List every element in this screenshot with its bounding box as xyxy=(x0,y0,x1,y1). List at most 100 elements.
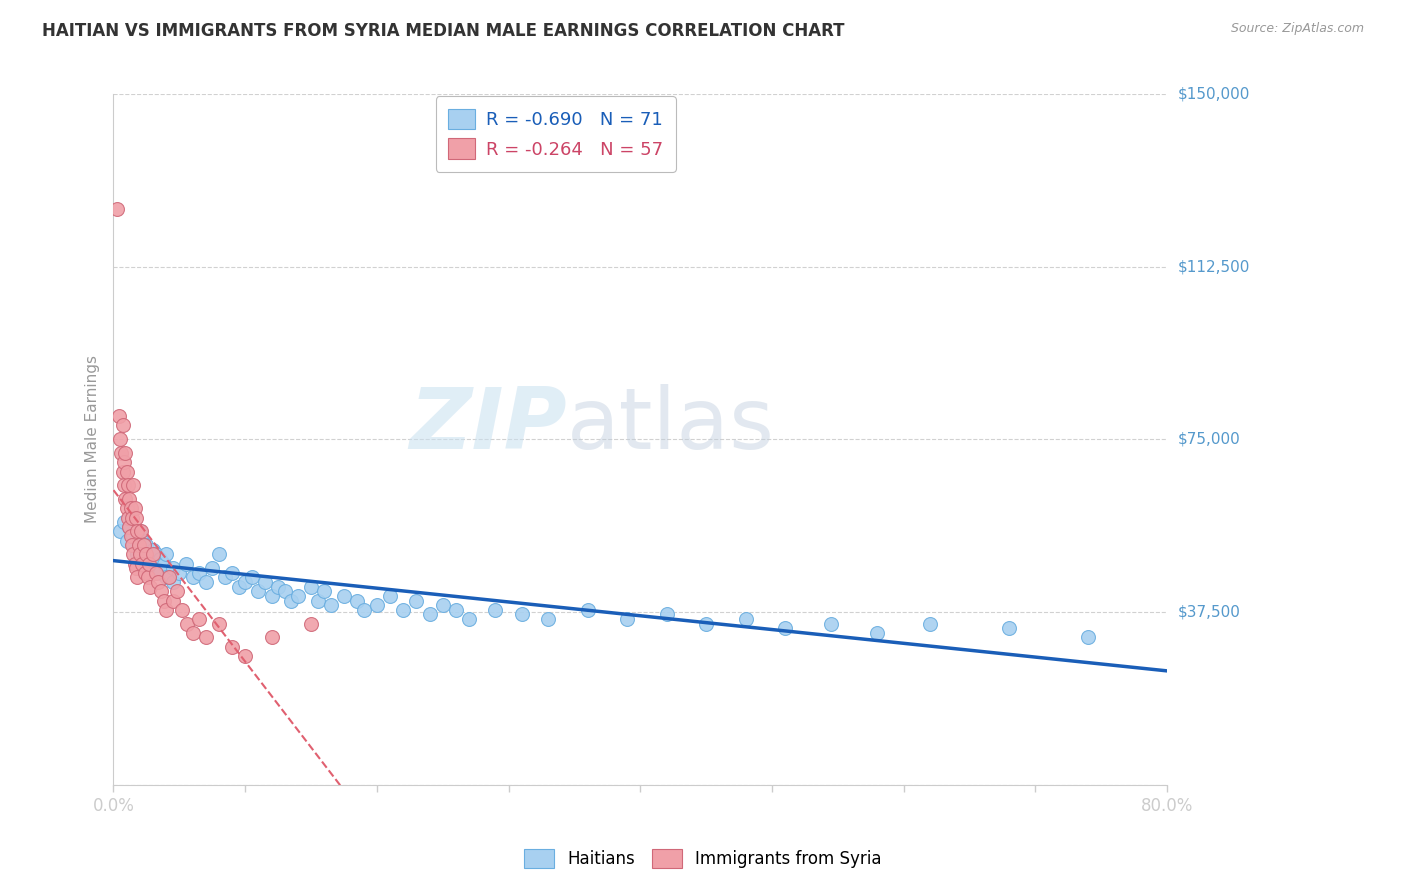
Point xyxy=(616,612,638,626)
Point xyxy=(155,570,177,584)
Point xyxy=(432,598,454,612)
Point xyxy=(181,570,204,584)
Point xyxy=(169,566,191,580)
Point xyxy=(128,548,150,562)
Point xyxy=(260,589,283,603)
Point xyxy=(260,631,283,645)
Point xyxy=(695,616,717,631)
Point xyxy=(537,612,560,626)
Text: atlas: atlas xyxy=(567,384,775,467)
Point xyxy=(299,580,322,594)
Point xyxy=(128,524,150,539)
Point xyxy=(110,446,132,460)
Y-axis label: Median Male Earnings: Median Male Earnings xyxy=(86,355,100,524)
Point xyxy=(122,548,145,562)
Point xyxy=(142,548,165,562)
Point xyxy=(228,580,250,594)
Point xyxy=(576,603,599,617)
Legend: R = -0.690   N = 71, R = -0.264   N = 57: R = -0.690 N = 71, R = -0.264 N = 57 xyxy=(436,96,676,172)
Point xyxy=(214,570,236,584)
Text: $150,000: $150,000 xyxy=(1178,87,1250,102)
Text: $75,000: $75,000 xyxy=(1178,432,1240,447)
Point xyxy=(366,598,388,612)
Point xyxy=(773,621,796,635)
Point xyxy=(149,566,172,580)
Point xyxy=(510,607,533,622)
Point xyxy=(162,561,184,575)
Point xyxy=(655,607,678,622)
Point xyxy=(108,524,131,539)
Point xyxy=(120,501,142,516)
Point xyxy=(307,593,329,607)
Point xyxy=(152,593,174,607)
Point xyxy=(162,575,184,590)
Point xyxy=(820,616,842,631)
Text: Source: ZipAtlas.com: Source: ZipAtlas.com xyxy=(1230,22,1364,36)
Point xyxy=(124,557,146,571)
Point xyxy=(145,548,167,562)
Point xyxy=(138,557,160,571)
Point xyxy=(194,631,217,645)
Point xyxy=(108,432,131,446)
Point xyxy=(1077,631,1099,645)
Point xyxy=(155,603,177,617)
Point xyxy=(127,570,149,584)
Point xyxy=(346,593,368,607)
Point xyxy=(267,580,290,594)
Point xyxy=(918,616,941,631)
Point xyxy=(866,625,889,640)
Point xyxy=(134,566,156,580)
Point xyxy=(208,616,231,631)
Point xyxy=(136,570,159,584)
Point xyxy=(112,455,135,469)
Point xyxy=(221,640,243,654)
Point xyxy=(149,552,172,566)
Point xyxy=(299,616,322,631)
Point xyxy=(125,510,148,524)
Point xyxy=(188,566,211,580)
Text: ZIP: ZIP xyxy=(409,384,567,467)
Point xyxy=(155,548,177,562)
Point xyxy=(131,557,153,571)
Point xyxy=(114,446,136,460)
Point xyxy=(194,575,217,590)
Point xyxy=(142,561,165,575)
Point xyxy=(139,557,162,571)
Point xyxy=(128,542,150,557)
Point xyxy=(405,593,427,607)
Point xyxy=(444,603,467,617)
Point xyxy=(135,552,157,566)
Point xyxy=(181,625,204,640)
Point xyxy=(107,409,129,424)
Point xyxy=(122,529,145,543)
Point xyxy=(148,575,170,590)
Point xyxy=(157,570,180,584)
Point xyxy=(127,524,149,539)
Text: $112,500: $112,500 xyxy=(1178,259,1250,274)
Point xyxy=(149,584,172,599)
Point xyxy=(139,580,162,594)
Point xyxy=(120,529,142,543)
Point xyxy=(135,538,157,552)
Point xyxy=(145,566,167,580)
Point xyxy=(188,612,211,626)
Point xyxy=(118,520,141,534)
Point xyxy=(127,548,149,562)
Point xyxy=(128,538,150,552)
Point xyxy=(142,542,165,557)
Point xyxy=(333,589,356,603)
Point xyxy=(121,510,143,524)
Point xyxy=(734,612,756,626)
Point xyxy=(115,533,138,548)
Point xyxy=(247,584,270,599)
Point xyxy=(273,584,295,599)
Point xyxy=(176,616,198,631)
Point xyxy=(253,575,276,590)
Point xyxy=(125,561,148,575)
Point xyxy=(132,538,155,552)
Point xyxy=(124,501,146,516)
Point xyxy=(118,492,141,507)
Point xyxy=(115,501,138,516)
Text: HAITIAN VS IMMIGRANTS FROM SYRIA MEDIAN MALE EARNINGS CORRELATION CHART: HAITIAN VS IMMIGRANTS FROM SYRIA MEDIAN … xyxy=(42,22,845,40)
Point xyxy=(129,524,152,539)
